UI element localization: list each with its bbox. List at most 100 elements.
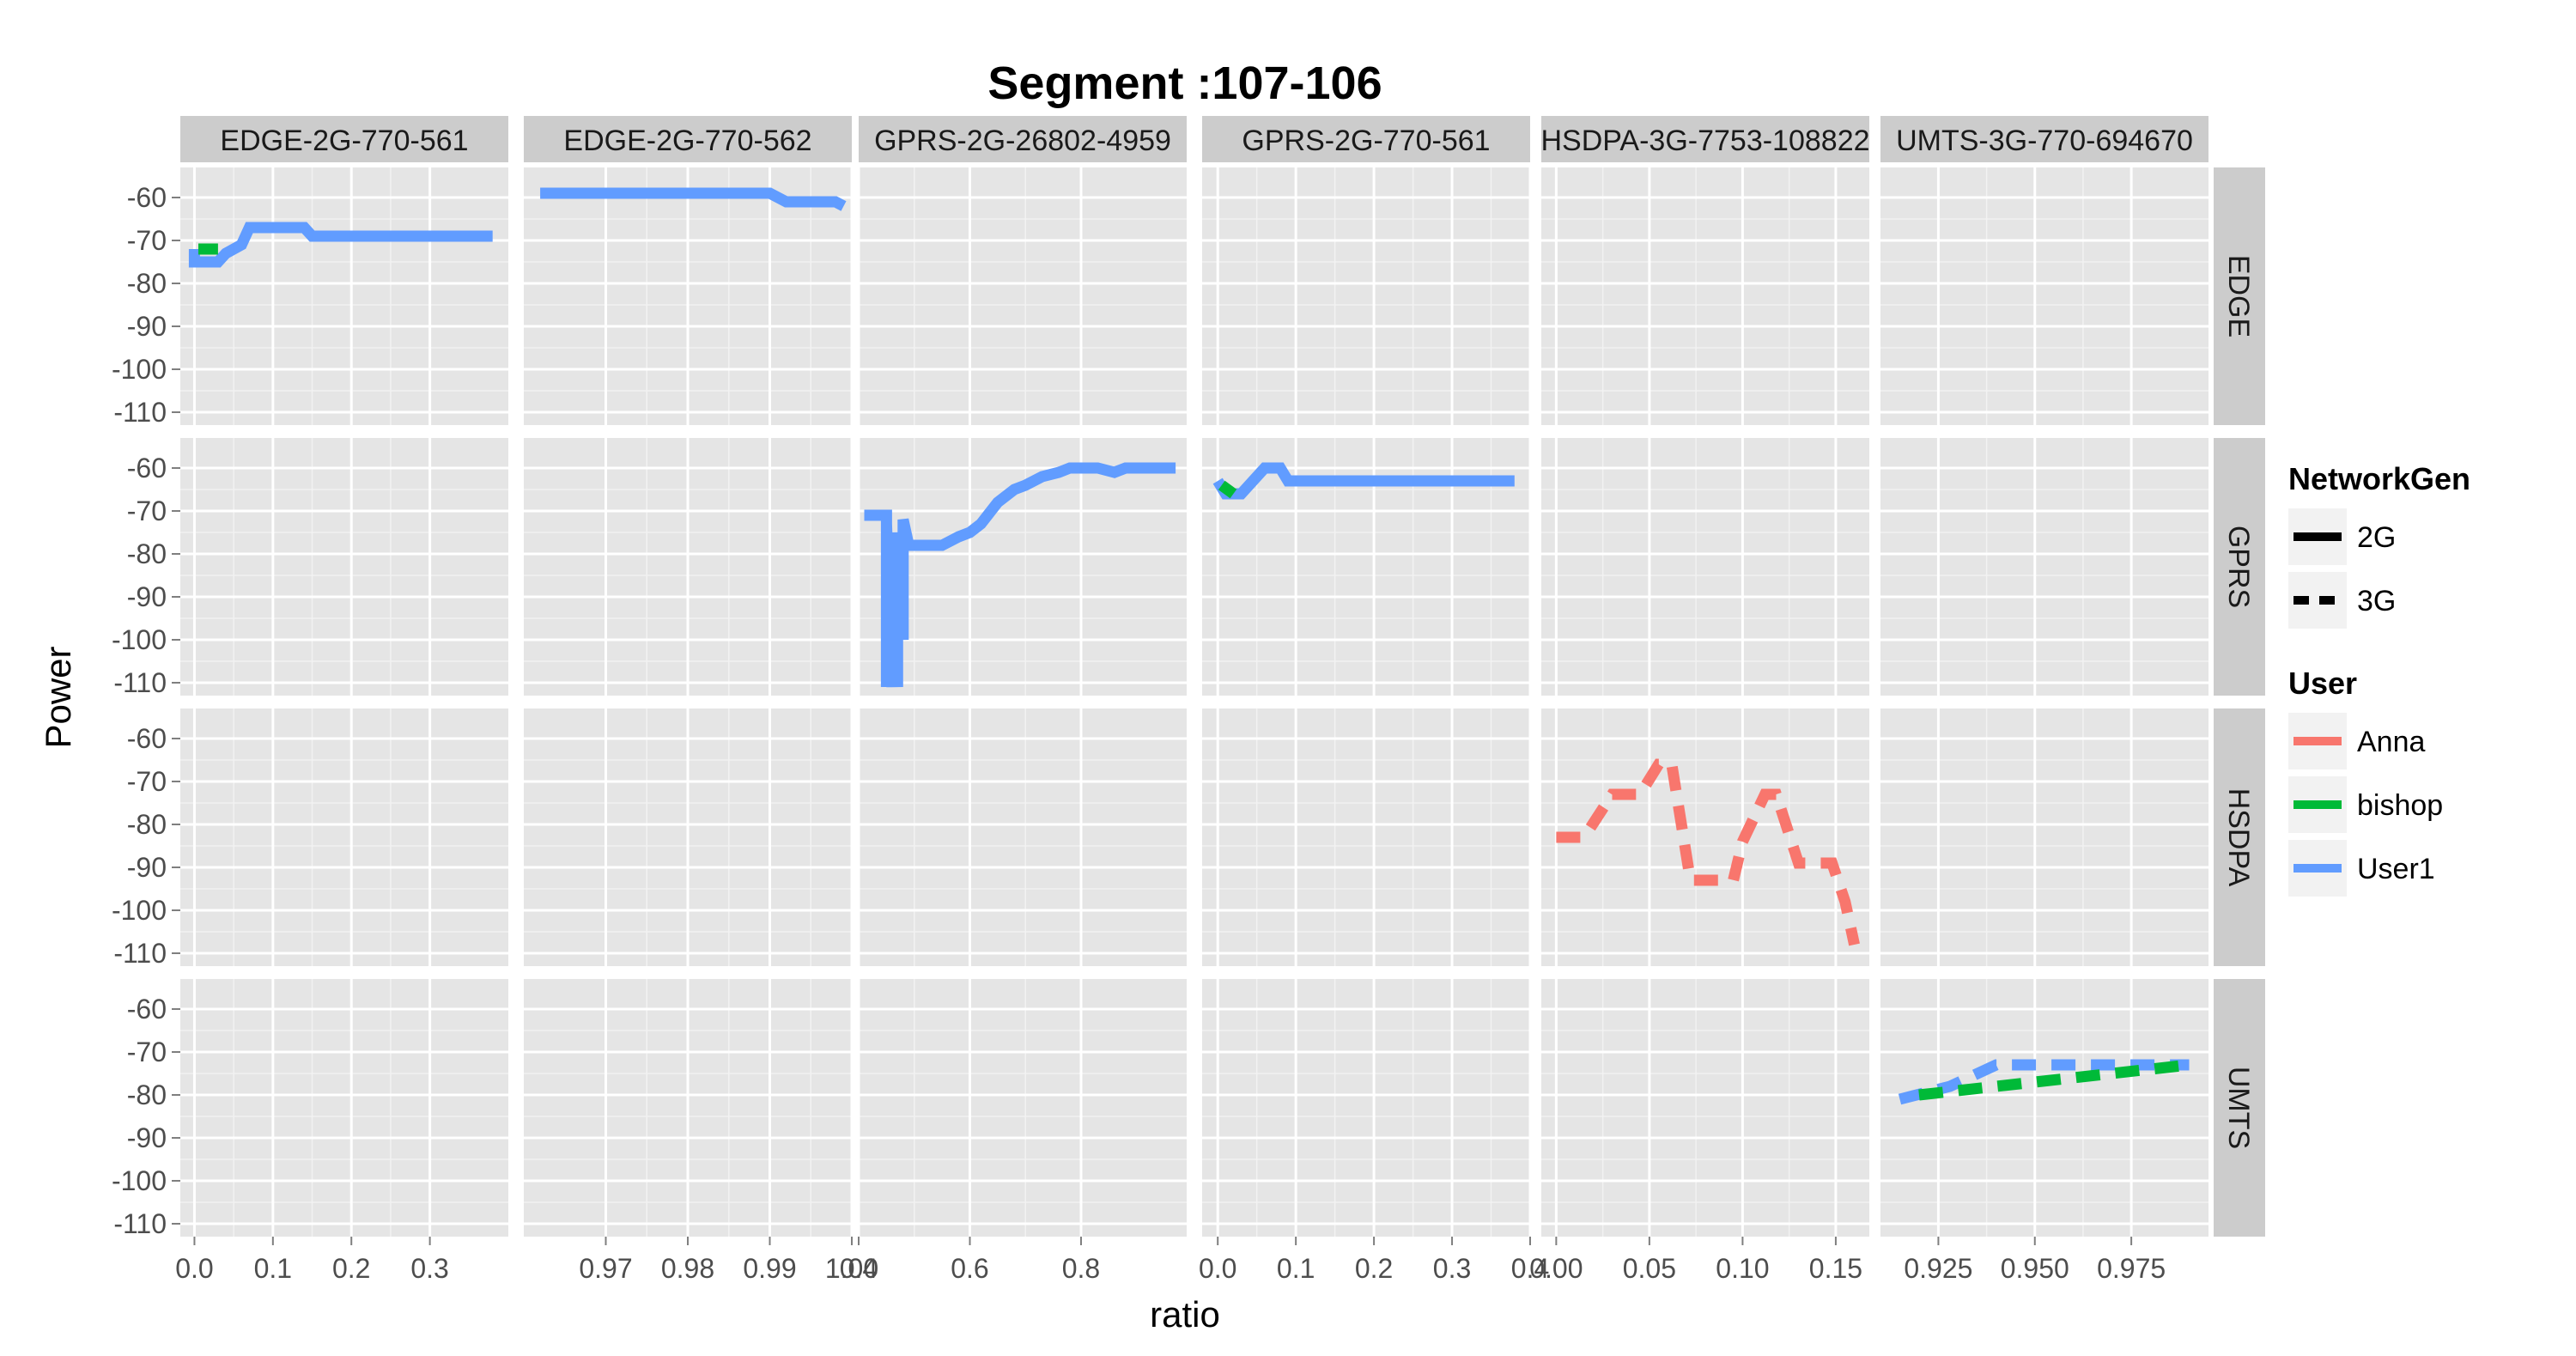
column-strip-label: GPRS-2G-26802-4959 <box>874 125 1171 157</box>
x-tick-label: 0.15 <box>1809 1253 1862 1284</box>
panel-background <box>1202 979 1530 1237</box>
panel-r2-c0 <box>180 708 508 966</box>
y-tick-label: -60 <box>127 182 167 213</box>
panel-r1-c0 <box>180 438 508 696</box>
y-tick-label: -60 <box>127 723 167 754</box>
strip-background <box>859 116 1187 162</box>
x-tick-label: 0.950 <box>2001 1253 2069 1284</box>
row-strip-label: UMTS <box>2222 1067 2255 1149</box>
legend-item-label: User1 <box>2357 853 2435 885</box>
series-line-user1-3g <box>1898 1059 2190 1105</box>
panel-background <box>859 167 1187 425</box>
series-line-bishop-2g <box>1218 480 1237 499</box>
panel-r0-c4 <box>1541 167 1869 425</box>
legend-item-label: Anna <box>2357 726 2425 758</box>
row-strip-gprs: GPRS <box>2214 438 2265 696</box>
x-tick-label: 0.925 <box>1904 1253 1972 1284</box>
panel-background <box>1541 979 1869 1237</box>
legend-title: NetworkGen <box>2288 461 2470 496</box>
panel-r3-c2 <box>857 979 1187 1237</box>
x-tick-label: 0.4 <box>840 1253 878 1284</box>
panel-r2-c3 <box>1202 708 1532 966</box>
x-tick-label: 0.3 <box>410 1253 448 1284</box>
y-tick-label: -70 <box>127 1037 167 1067</box>
x-tick-label: 0.99 <box>743 1253 796 1284</box>
panel-r0-c0 <box>180 167 508 425</box>
panel-r1-c5 <box>1880 438 2208 696</box>
column-strip-label: UMTS-3G-770-694670 <box>1896 125 2193 157</box>
x-tick-label: 0.975 <box>2097 1253 2166 1284</box>
y-tick-label: -80 <box>127 538 167 569</box>
y-tick-label: -90 <box>127 852 167 883</box>
x-tick-label: 0.00 <box>1529 1253 1583 1284</box>
series-line-bishop-3g <box>1918 1059 2190 1101</box>
panel-background <box>859 708 1187 966</box>
panel-background <box>1880 979 2208 1237</box>
y-tick-label: -110 <box>113 1208 167 1239</box>
x-tick-label: 0.1 <box>254 1253 292 1284</box>
strip-background <box>1541 116 1869 162</box>
y-tick-label: -110 <box>113 397 167 428</box>
panel-background <box>180 438 508 696</box>
y-tick-label: -90 <box>127 581 167 612</box>
panel-r3-c5 <box>1880 979 2208 1237</box>
series-line-user1-2g <box>540 187 847 211</box>
x-tick-label: 0.6 <box>951 1253 988 1284</box>
panel-r0-c3 <box>1202 167 1532 425</box>
row-strip-hsdpa: HSDPA <box>2214 708 2265 966</box>
strip-background <box>2214 167 2265 425</box>
x-tick-label: 0.4 <box>1511 1253 1549 1284</box>
panel-r3-c4 <box>1541 979 1869 1237</box>
strip-background <box>1202 116 1530 162</box>
x-tick-label: 0.10 <box>1716 1253 1769 1284</box>
x-tick-label: 0.2 <box>1355 1253 1393 1284</box>
panel-background <box>180 708 508 966</box>
row-strip-label: EDGE <box>2222 255 2255 337</box>
panel-background <box>1880 167 2208 425</box>
y-tick-label: -110 <box>113 667 167 698</box>
x-tick-label: 0.0 <box>1199 1253 1236 1284</box>
panel-r2-c1 <box>524 708 854 966</box>
y-tick-label: -100 <box>112 624 167 655</box>
column-strip-5: UMTS-3G-770-694670 <box>1880 116 2208 162</box>
legend-item-label: 3G <box>2357 585 2396 617</box>
panel-r1-c4 <box>1541 438 1869 696</box>
column-strip-label: EDGE-2G-770-561 <box>220 125 468 157</box>
y-tick-label: -80 <box>127 1079 167 1110</box>
column-strip-label: HSDPA-3G-7753-108822 <box>1540 125 1869 157</box>
chart-title: Segment :107-106 <box>987 58 1382 109</box>
x-tick-label: 0.1 <box>1277 1253 1315 1284</box>
y-tick-label: -100 <box>112 354 167 385</box>
row-strip-edge: EDGE <box>2214 167 2265 425</box>
x-tick-label: 0.3 <box>1433 1253 1471 1284</box>
panel-r3-c0 <box>180 979 508 1237</box>
legend-item-label: bishop <box>2357 789 2443 822</box>
column-strip-1: EDGE-2G-770-562 <box>524 116 852 162</box>
panel-background <box>1541 167 1869 425</box>
x-tick-label: 1.00 <box>825 1253 878 1284</box>
panel-background <box>1541 708 1869 966</box>
strip-background <box>180 116 508 162</box>
column-strip-0: EDGE-2G-770-561 <box>180 116 508 162</box>
column-strip-4: HSDPA-3G-7753-108822 <box>1540 116 1869 162</box>
column-strip-label: GPRS-2G-770-561 <box>1242 125 1490 157</box>
series-line-anna-3g <box>1556 758 1860 946</box>
y-tick-label: -70 <box>127 496 167 526</box>
y-tick-label: -100 <box>112 1165 167 1196</box>
strip-background <box>524 116 852 162</box>
row-strip-label: HSDPA <box>2222 788 2255 887</box>
panel-background <box>180 167 508 425</box>
strip-background <box>2214 438 2265 696</box>
panel-background <box>1880 708 2208 966</box>
legend-title: User <box>2288 666 2357 701</box>
panel-r0-c1 <box>524 167 854 425</box>
column-strip-label: EDGE-2G-770-562 <box>563 125 811 157</box>
y-tick-label: -60 <box>127 453 167 483</box>
x-tick-label: 0.8 <box>1062 1253 1100 1284</box>
panels-layer: EDGE GPRS HSDPA UMTS EDGE-2G-770-561 EDGE-2G-… <box>112 116 2265 1284</box>
panel-r2-c2 <box>857 708 1187 966</box>
panel-background <box>1202 167 1530 425</box>
x-tick-label: 0.98 <box>661 1253 714 1284</box>
